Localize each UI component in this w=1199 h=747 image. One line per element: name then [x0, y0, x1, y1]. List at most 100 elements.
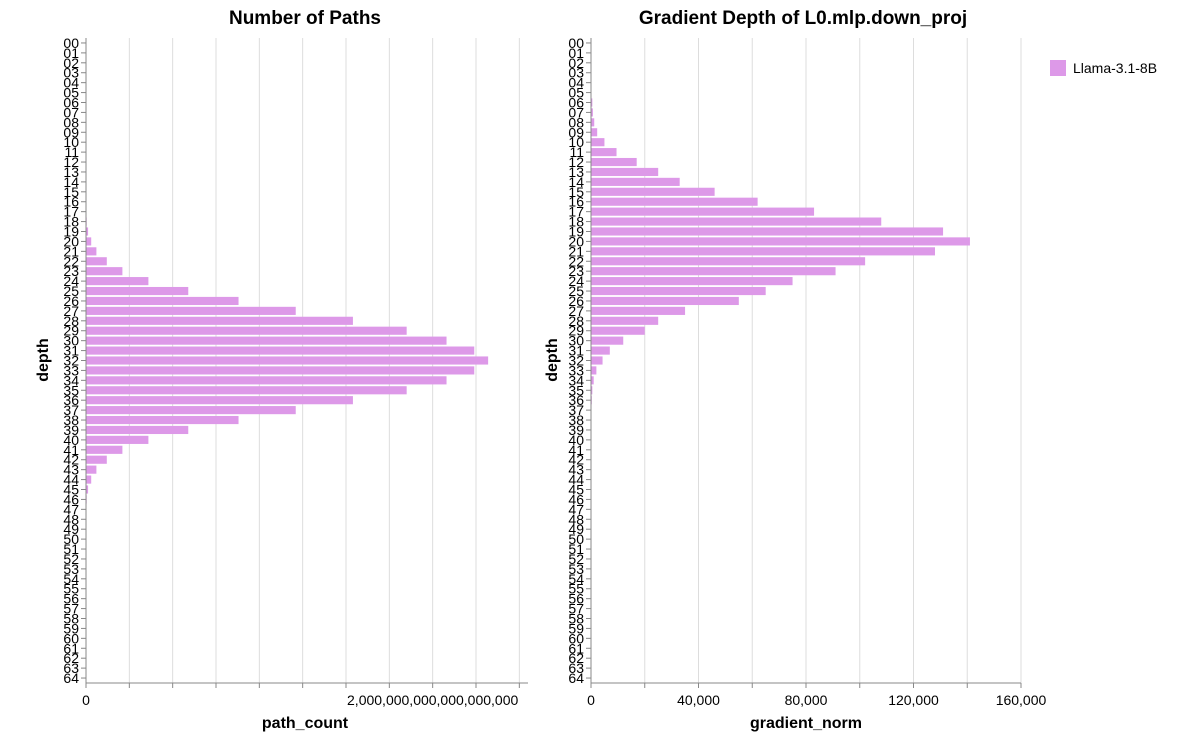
y-tick-label: 57 [63, 601, 79, 617]
bar [86, 455, 107, 464]
bar [591, 148, 617, 157]
y-tick-label: 19 [568, 224, 584, 240]
y-tick-label: 38 [568, 412, 584, 428]
y-tick-label: 15 [568, 184, 584, 200]
y-tick-label: 08 [568, 114, 584, 130]
y-axis-title: depth [544, 338, 561, 382]
y-tick-label: 12 [63, 154, 79, 170]
y-tick-label: 64 [568, 670, 584, 686]
y-tick-label: 24 [63, 273, 79, 289]
y-tick-label: 10 [63, 134, 79, 150]
x-tick-label: 0 [82, 692, 90, 708]
bar [591, 346, 610, 355]
bars [591, 98, 970, 425]
bar [86, 465, 97, 474]
y-tick-label: 05 [63, 85, 79, 101]
x-tick-label: 2,000,000,000,000,000,000 [347, 692, 518, 708]
y-tick-label: 39 [63, 422, 79, 438]
y-tick-label: 17 [568, 204, 584, 220]
y-tick-label: 26 [63, 293, 79, 309]
bar [591, 157, 637, 167]
x-tick-label: 80,000 [785, 692, 828, 708]
bars [86, 217, 489, 504]
x-axis-title: gradient_norm [750, 715, 862, 732]
y-tick-label: 51 [63, 541, 79, 557]
bar [86, 346, 475, 355]
legend-label: Llama-3.1-8B [1073, 60, 1157, 76]
y-tick-label: 29 [568, 323, 584, 339]
y-tick-label: 23 [568, 263, 584, 279]
y-tick-label: 37 [568, 402, 584, 418]
y-tick-label: 36 [568, 392, 584, 408]
y-tick-label: 07 [63, 104, 79, 120]
y-tick-label: 03 [568, 65, 584, 81]
y-tick-label: 43 [568, 462, 584, 478]
y-tick-label: 35 [568, 382, 584, 398]
y-tick-label: 25 [568, 283, 584, 299]
bar [86, 296, 239, 306]
y-tick-label: 19 [63, 224, 79, 240]
bar [86, 336, 447, 345]
gridlines [590, 38, 1022, 683]
y-tick-label: 28 [568, 313, 584, 329]
y-tick-label: 27 [63, 303, 79, 319]
bar [591, 128, 598, 137]
bar [591, 197, 758, 206]
y-tick-label: 56 [568, 591, 584, 607]
bar [591, 316, 659, 325]
y-tick-label: 27 [568, 303, 584, 319]
y-tick-label: 64 [63, 670, 79, 686]
y-tick-label: 28 [63, 313, 79, 329]
y-tick-label: 18 [568, 214, 584, 230]
y-tick-label: 46 [568, 491, 584, 507]
y-tick-label: 40 [63, 432, 79, 448]
y-tick-label: 62 [568, 650, 584, 666]
y-tick-label: 04 [63, 75, 79, 91]
y-tick-label: 07 [568, 104, 584, 120]
bar [86, 485, 89, 494]
bar [86, 356, 489, 365]
y-tick-label: 44 [568, 472, 584, 488]
bar [591, 207, 815, 216]
bar [591, 356, 603, 365]
bar [591, 167, 659, 177]
y-tick-label: 46 [63, 491, 79, 507]
y-tick-label: 58 [63, 611, 79, 627]
y-tick-label: 58 [568, 611, 584, 627]
y-tick-label: 23 [63, 263, 79, 279]
y-tick-label: 61 [63, 640, 79, 656]
bar [86, 415, 239, 425]
y-tick-label: 13 [568, 164, 584, 180]
y-tick-label: 01 [63, 45, 79, 61]
y-tick-label: 06 [63, 95, 79, 111]
y-tick-label: 49 [568, 521, 584, 537]
bar [591, 118, 595, 127]
bar [86, 237, 92, 246]
bar [86, 386, 407, 395]
bar [591, 257, 866, 266]
y-tick-label: 45 [63, 482, 79, 498]
y-tick-label: 54 [63, 571, 79, 587]
y-tick-label: 14 [63, 174, 79, 190]
bar [86, 306, 296, 315]
y-tick-label: 21 [63, 243, 79, 259]
y-tick-label: 52 [63, 551, 79, 567]
y-tick-label: 63 [568, 660, 584, 676]
chart-title: Number of Paths [229, 8, 381, 29]
y-tick-label: 40 [568, 432, 584, 448]
y-tick-label: 15 [63, 184, 79, 200]
legend: Llama-3.1-8B [1050, 60, 1157, 76]
y-tick-label: 11 [569, 144, 584, 160]
y-tick-label: 25 [63, 283, 79, 299]
bar [86, 257, 107, 266]
y-tick-label: 26 [568, 293, 584, 309]
bar [86, 396, 353, 405]
y-tick-label: 41 [63, 442, 79, 458]
axes: 0 40,000 80,000 120,000 160,0000001020304050… [568, 35, 1046, 708]
bar [591, 108, 593, 117]
y-tick-label: 52 [568, 551, 584, 567]
y-tick-label: 31 [63, 343, 79, 359]
bar [86, 376, 447, 385]
y-tick-label: 20 [568, 233, 584, 249]
